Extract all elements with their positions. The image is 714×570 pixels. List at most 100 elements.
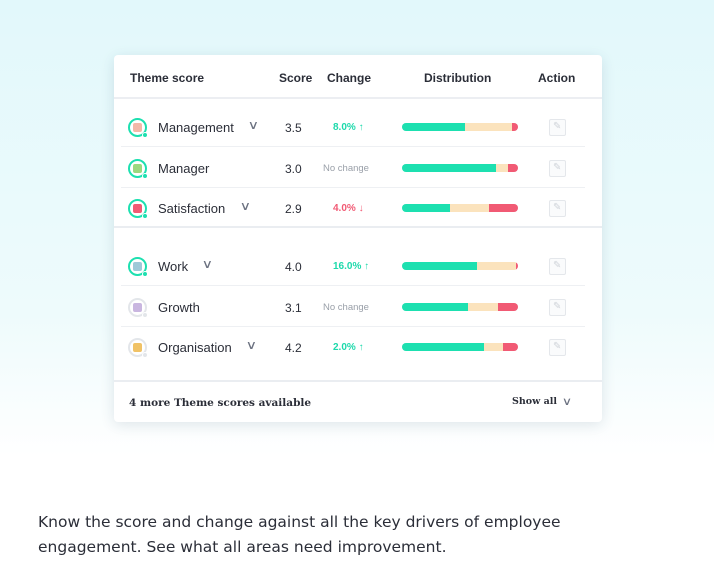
neutral-segment [449, 204, 489, 212]
change-value: 4.0% ↓ [333, 203, 364, 214]
status-dot [142, 312, 148, 318]
pin-button[interactable]: ✎ [549, 119, 566, 136]
score-value: 2.9 [285, 202, 302, 216]
neutral-segment [484, 343, 503, 351]
score-value: 4.0 [285, 260, 302, 274]
pin-icon: ✎ [553, 341, 562, 352]
row-divider [114, 226, 602, 228]
theme-name: Work [158, 259, 189, 274]
negative-segment [515, 262, 518, 270]
status-dot [142, 213, 148, 219]
theme-score-card: Theme score Score Change Distribution Ac… [114, 55, 602, 422]
pin-icon: ✎ [553, 202, 562, 213]
positive-segment [402, 303, 469, 311]
score-value: 4.2 [285, 341, 302, 355]
manager-icon [128, 159, 148, 179]
table-row[interactable]: Manager 3.0 No change ✎ [114, 148, 602, 188]
organisation-icon [128, 338, 148, 358]
pin-button[interactable]: ✎ [549, 258, 566, 275]
distribution-bar [402, 123, 518, 131]
header-theme-score: Theme score [130, 71, 205, 85]
chevron-down-icon[interactable]: ∨ [201, 257, 214, 271]
table-row[interactable]: Satisfaction ∨ 2.9 4.0% ↓ ✎ [114, 188, 602, 228]
chevron-down-icon[interactable]: ∨ [561, 396, 573, 408]
negative-segment [498, 303, 518, 311]
pin-icon: ✎ [553, 301, 562, 312]
row-divider [121, 326, 585, 327]
satisfaction-icon-glyph [133, 204, 142, 213]
caption: Know the score and change against all th… [38, 510, 598, 560]
show-all-button[interactable]: Show all [512, 396, 557, 407]
theme-name: Satisfaction [158, 201, 226, 216]
header-distribution: Distribution [424, 71, 492, 85]
theme-name: Growth [158, 300, 200, 315]
table-header: Theme score Score Change Distribution Ac… [114, 55, 602, 99]
distribution-bar [402, 343, 518, 351]
distribution-bar [402, 303, 518, 311]
neutral-segment [495, 164, 508, 172]
distribution-bar [402, 262, 518, 270]
distribution-bar [402, 204, 518, 212]
status-dot [142, 132, 148, 138]
positive-segment [402, 343, 485, 351]
chevron-down-icon[interactable]: ∨ [247, 118, 260, 132]
header-score: Score [279, 71, 313, 85]
work-icon-glyph [133, 262, 142, 271]
table-row[interactable]: Work ∨ 4.0 16.0% ↑ ✎ [114, 246, 602, 286]
manager-icon-glyph [133, 164, 142, 173]
theme-name: Organisation [158, 340, 232, 355]
header-change: Change [327, 71, 372, 85]
distribution-bar [402, 164, 518, 172]
score-value: 3.1 [285, 301, 302, 315]
status-dot [142, 352, 148, 358]
pin-button[interactable]: ✎ [549, 160, 566, 177]
positive-segment [402, 262, 478, 270]
neutral-segment [464, 123, 513, 131]
pin-button[interactable]: ✎ [549, 299, 566, 316]
theme-name: Management [158, 120, 234, 135]
score-value: 3.5 [285, 121, 302, 135]
work-icon [128, 257, 148, 277]
score-value: 3.0 [285, 162, 302, 176]
change-value: 8.0% ↑ [333, 122, 364, 133]
table-row[interactable]: Organisation ∨ 4.2 2.0% ↑ ✎ [114, 327, 602, 367]
change-value: No change [323, 163, 369, 174]
row-divider [121, 285, 585, 286]
table-footer: 4 more Theme scores available Show all ∨ [114, 380, 602, 422]
caption-line-1: Know the score and change against all th… [38, 513, 561, 531]
table-row[interactable]: Growth 3.1 No change ✎ [114, 287, 602, 327]
pin-icon: ✎ [553, 162, 562, 173]
change-value: 2.0% ↑ [333, 342, 364, 353]
positive-segment [402, 204, 450, 212]
growth-icon [128, 298, 148, 318]
caption-line-2: engagement. See what all areas need impr… [38, 538, 447, 556]
growth-icon-glyph [133, 303, 142, 312]
pin-icon: ✎ [553, 121, 562, 132]
status-dot [142, 271, 148, 277]
pin-button[interactable]: ✎ [549, 200, 566, 217]
theme-name: Manager [158, 161, 210, 176]
chevron-down-icon[interactable]: ∨ [239, 199, 252, 213]
row-divider [121, 146, 585, 147]
status-dot [142, 173, 148, 179]
pin-button[interactable]: ✎ [549, 339, 566, 356]
row-divider [121, 187, 585, 188]
pin-icon: ✎ [553, 260, 562, 271]
management-icon [128, 118, 148, 138]
table-row[interactable]: Management ∨ 3.5 8.0% ↑ ✎ [114, 107, 602, 147]
change-value: No change [323, 302, 369, 313]
neutral-segment [468, 303, 499, 311]
negative-segment [512, 123, 518, 131]
negative-segment [488, 204, 518, 212]
neutral-segment [477, 262, 516, 270]
positive-segment [402, 164, 496, 172]
management-icon-glyph [133, 123, 142, 132]
positive-segment [402, 123, 465, 131]
negative-segment [507, 164, 518, 172]
negative-segment [502, 343, 518, 351]
satisfaction-icon [128, 199, 148, 219]
change-value: 16.0% ↑ [333, 261, 370, 272]
chevron-down-icon[interactable]: ∨ [245, 338, 258, 352]
more-theme-scores-text: 4 more Theme scores available [129, 397, 312, 409]
header-action: Action [538, 71, 576, 85]
